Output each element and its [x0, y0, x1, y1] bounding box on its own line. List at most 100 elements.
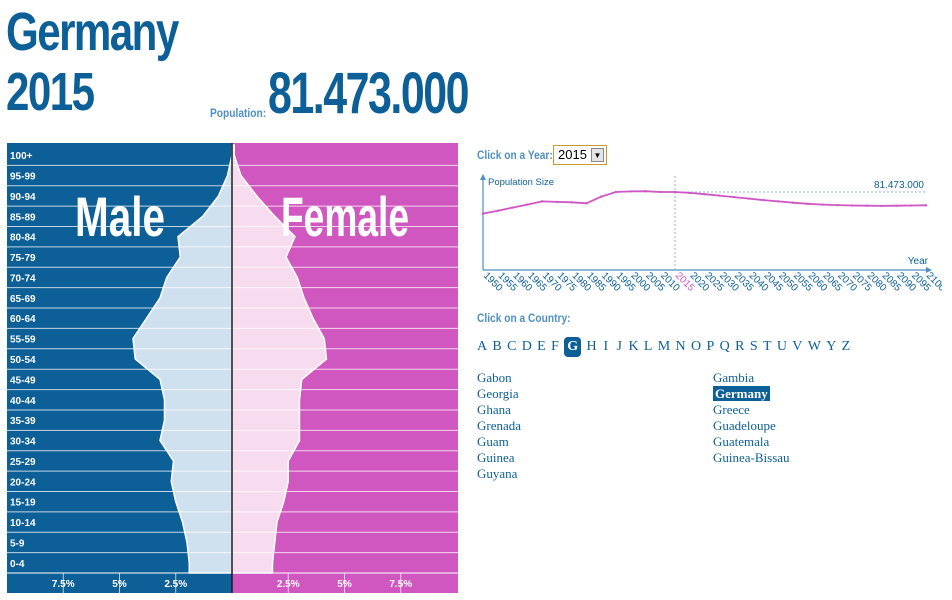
letter-a[interactable]: A: [477, 339, 488, 354]
country-item[interactable]: Guinea-Bissau: [713, 450, 790, 465]
population-point: [599, 195, 603, 198]
age-tick-label: 80-84: [10, 233, 36, 244]
letter-j[interactable]: J: [616, 339, 622, 354]
population-point: [910, 204, 913, 207]
population-point: [511, 206, 514, 209]
country-item[interactable]: Georgia: [477, 386, 519, 401]
population-timeline-chart[interactable]: Population Size 81.473.000Year19501955196…: [476, 168, 942, 304]
population-point: [688, 191, 691, 195]
letter-k[interactable]: K: [628, 339, 639, 354]
letter-h[interactable]: H: [586, 339, 597, 354]
age-tick-label: 0-4: [10, 559, 25, 570]
x-axis-arrow: [926, 267, 932, 273]
age-tick-label: 65-69: [10, 294, 36, 305]
x-tick-label: 7.5%: [389, 579, 412, 590]
age-tick-label: 70-74: [10, 273, 36, 284]
letter-n[interactable]: N: [675, 339, 686, 354]
country-item[interactable]: Guyana: [477, 466, 518, 481]
year-dropdown[interactable]: 2015 ▼: [553, 145, 607, 165]
population-point: [777, 200, 780, 203]
population-label: Population:: [210, 106, 267, 120]
country-item[interactable]: Gabon: [477, 370, 512, 385]
population-point: [540, 200, 544, 203]
population-point: [614, 190, 618, 194]
letter-g[interactable]: G: [564, 337, 582, 357]
population-point: [732, 195, 736, 199]
age-tick-label: 60-64: [10, 314, 36, 325]
age-tick-label: 55-59: [10, 335, 36, 346]
population-value: 81.473.000: [268, 61, 470, 126]
male-distribution-shape: [132, 145, 233, 574]
year-dropdown-value: 2015: [558, 147, 587, 162]
age-tick-label: 5-9: [10, 538, 25, 549]
country-item[interactable]: Gambia: [713, 370, 755, 385]
country-item[interactable]: Guinea: [477, 450, 515, 465]
x-axis-label: Year: [908, 256, 929, 267]
population-point: [865, 204, 869, 207]
population-point: [718, 194, 721, 197]
country-item[interactable]: Guam: [477, 434, 509, 449]
age-tick-label: 20-24: [10, 477, 36, 488]
letter-t[interactable]: T: [763, 339, 772, 354]
population-pyramid-chart: 0-4 5-9 10-14 15-19 20-24 25-29 30-34 35-39 40-4…: [7, 143, 458, 593]
letter-m[interactable]: M: [657, 339, 671, 354]
x-tick-label: 5%: [337, 579, 352, 590]
age-tick-label: 35-39: [10, 416, 36, 427]
country-item[interactable]: Guatemala: [713, 434, 770, 449]
population-point: [555, 200, 559, 204]
population-point: [762, 198, 765, 202]
population-point: [791, 201, 795, 204]
population-point: [747, 197, 750, 200]
x-tick-label: 5%: [112, 579, 127, 590]
population-point: [821, 203, 824, 206]
population-point: [703, 193, 706, 196]
age-tick-label: 50-54: [10, 355, 36, 366]
letter-y[interactable]: Y: [826, 339, 837, 354]
letter-p[interactable]: P: [706, 339, 715, 354]
country-item[interactable]: Grenada: [477, 418, 522, 433]
population-point: [673, 190, 677, 194]
y-axis-label: Population Size: [488, 177, 554, 188]
population-point: [924, 204, 928, 207]
letter-w[interactable]: W: [807, 339, 821, 354]
letter-v[interactable]: V: [792, 339, 803, 354]
letter-l[interactable]: L: [643, 339, 653, 354]
y-axis-arrow: [480, 174, 486, 180]
age-tick-label: 45-49: [10, 375, 36, 386]
country-item[interactable]: Guadeloupe: [713, 418, 776, 433]
age-tick-label: 100+: [10, 151, 33, 162]
age-tick-label: 40-44: [10, 396, 36, 407]
year-select-label: Click on a Year:: [477, 148, 553, 162]
age-tick-label: 85-89: [10, 212, 36, 223]
letter-z[interactable]: Z: [841, 339, 851, 354]
letter-c[interactable]: C: [507, 339, 517, 354]
population-point: [895, 204, 898, 207]
male-series-label: Male: [75, 185, 165, 248]
population-point: [496, 209, 499, 212]
country-item[interactable]: Ghana: [477, 402, 511, 417]
letter-u[interactable]: U: [776, 339, 787, 354]
population-point: [850, 204, 854, 207]
letter-e[interactable]: E: [537, 339, 546, 354]
age-tick-label: 95-99: [10, 172, 36, 183]
chevron-down-icon[interactable]: ▼: [591, 148, 604, 162]
country-item[interactable]: Greece: [713, 402, 750, 417]
letter-f[interactable]: F: [551, 339, 559, 354]
female-series-label: Female: [281, 185, 409, 248]
country-title: Germany: [6, 2, 179, 62]
country-item[interactable]: Germany: [713, 386, 770, 401]
letter-d[interactable]: D: [521, 339, 532, 354]
country-list-col1: Gabon Georgia Ghana Grenada Guam Guinea Guyana: [477, 370, 521, 482]
letter-q[interactable]: Q: [719, 339, 730, 354]
letter-s[interactable]: S: [749, 339, 758, 354]
population-point: [644, 190, 647, 193]
population-point: [526, 203, 529, 206]
letter-o[interactable]: O: [690, 339, 702, 354]
year-title: 2015: [6, 62, 95, 122]
age-tick-label: 30-34: [10, 437, 36, 448]
letter-i[interactable]: I: [603, 339, 609, 354]
population-point: [659, 190, 662, 194]
letter-r[interactable]: R: [735, 339, 745, 354]
letter-b[interactable]: B: [492, 339, 502, 354]
